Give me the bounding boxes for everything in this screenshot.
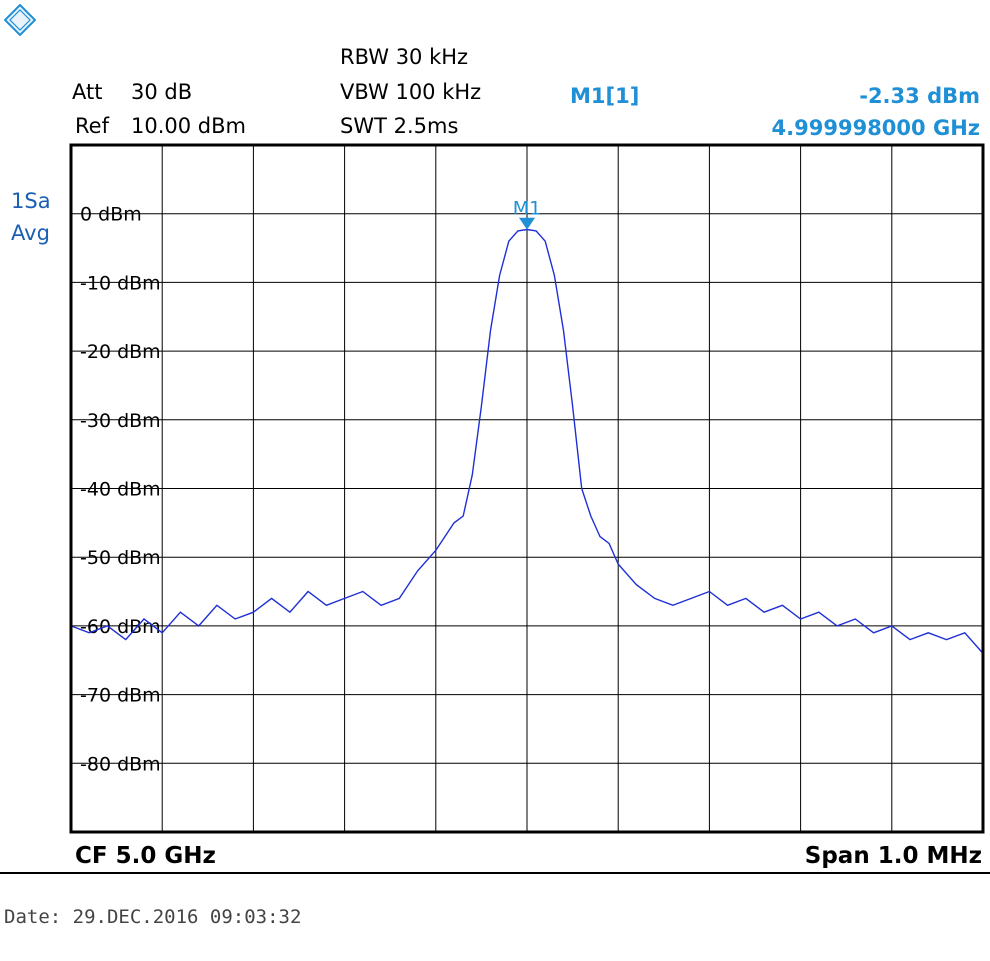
marker-group: M1 — [513, 198, 541, 230]
y-tick-label: -50 dBm — [80, 547, 161, 569]
y-tick-label: -80 dBm — [80, 753, 161, 775]
ref-label: Ref — [75, 114, 109, 138]
att-label: Att — [72, 80, 103, 104]
y-tick-label: -40 dBm — [80, 479, 161, 501]
timestamp: Date: 29.DEC.2016 09:03:32 — [4, 906, 302, 928]
y-tick-label: 0 dBm — [80, 204, 142, 226]
y-tick-label: -20 dBm — [80, 341, 161, 363]
marker-level: -2.33 dBm — [859, 84, 980, 108]
y-tick-label: -60 dBm — [80, 616, 161, 638]
marker-label: M1 — [513, 198, 541, 220]
y-tick-label: -70 dBm — [80, 685, 161, 707]
vbw-setting: VBW 100 kHz — [340, 80, 482, 104]
plot-frame — [69, 143, 985, 834]
rbw-setting: RBW 30 kHz — [340, 45, 469, 69]
y-tick-labels: 0 dBm -10 dBm -20 dBm -30 dBm -40 dBm -50 dBm… — [80, 204, 161, 776]
trace-mode-line1: 1Sa — [11, 189, 51, 213]
swt-setting: SWT 2.5ms — [340, 114, 459, 138]
att-value: 30 dB — [131, 80, 193, 104]
span: Span 1.0 MHz — [804, 843, 982, 869]
ref-value: 10.00 dBm — [131, 114, 246, 138]
marker-name: M1[1] — [570, 84, 640, 108]
grid — [71, 145, 983, 832]
marker-frequency: 4.999998000 GHz — [771, 116, 980, 140]
marker-triangle-icon — [519, 217, 535, 230]
rohde-schwarz-logo-icon — [4, 4, 36, 36]
y-tick-label: -30 dBm — [80, 410, 161, 432]
center-frequency: CF 5.0 GHz — [75, 843, 216, 869]
y-tick-label: -10 dBm — [80, 272, 161, 294]
trace-mode-line2: Avg — [11, 221, 50, 245]
